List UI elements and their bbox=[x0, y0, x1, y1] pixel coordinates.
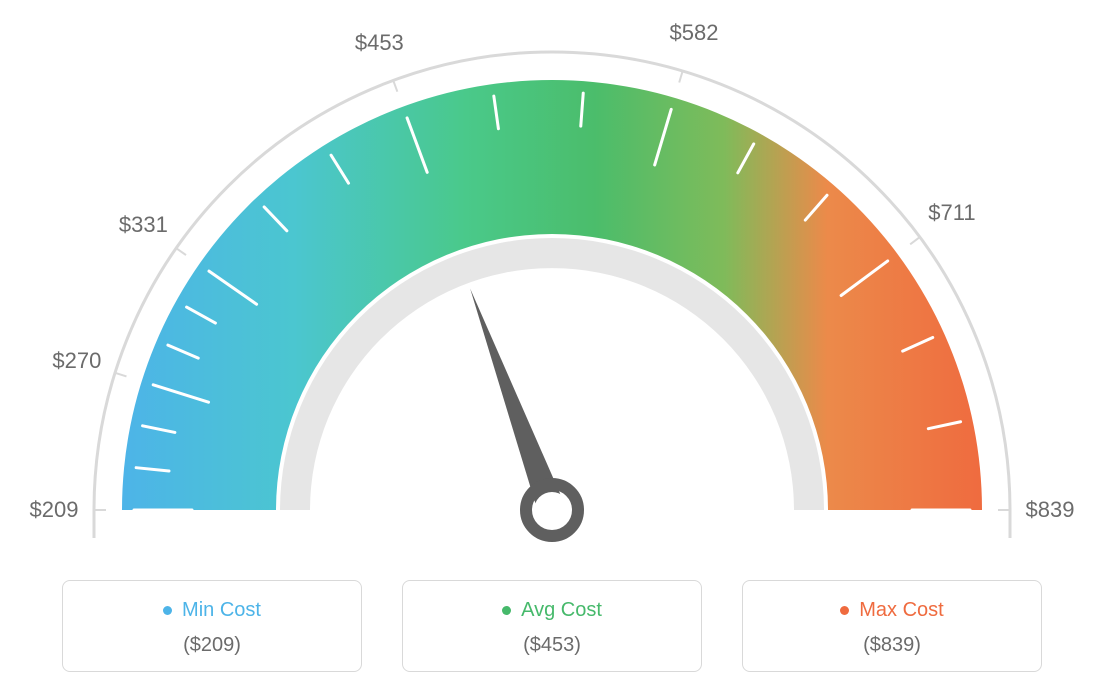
legend-value-avg: ($453) bbox=[413, 634, 691, 657]
gauge-tick-label: $711 bbox=[928, 200, 975, 226]
outer-tick bbox=[176, 248, 186, 255]
legend-title-max-text: Max Cost bbox=[859, 599, 943, 622]
legend-value-max: ($839) bbox=[753, 634, 1031, 657]
gauge-svg bbox=[0, 0, 1104, 560]
legend-dot-avg bbox=[502, 606, 511, 615]
needle-hub-inner bbox=[534, 492, 570, 528]
legend-title-avg: Avg Cost bbox=[502, 599, 602, 622]
legend-card-avg: Avg Cost ($453) bbox=[402, 580, 702, 672]
gauge-tick-label: $209 bbox=[30, 497, 79, 523]
gauge-band bbox=[122, 80, 982, 510]
gauge-tick-label: $453 bbox=[355, 30, 404, 56]
legend-dot-max bbox=[840, 606, 849, 615]
gauge-tick-label: $331 bbox=[119, 212, 168, 238]
legend-title-avg-text: Avg Cost bbox=[521, 599, 602, 622]
gauge-container: $209 $270 $331 $453 $582 $711 $839 bbox=[0, 0, 1104, 560]
legend-row: Min Cost ($209) Avg Cost ($453) Max Cost… bbox=[0, 580, 1104, 672]
legend-dot-min bbox=[163, 606, 172, 615]
outer-tick bbox=[393, 80, 397, 91]
legend-title-min: Min Cost bbox=[163, 599, 261, 622]
legend-title-max: Max Cost bbox=[840, 599, 943, 622]
legend-card-min: Min Cost ($209) bbox=[62, 580, 362, 672]
legend-title-min-text: Min Cost bbox=[182, 599, 261, 622]
outer-tick bbox=[679, 71, 682, 83]
legend-card-max: Max Cost ($839) bbox=[742, 580, 1042, 672]
gauge-tick-label: $839 bbox=[1026, 497, 1075, 523]
gauge-tick-label: $270 bbox=[52, 348, 101, 374]
legend-value-min: ($209) bbox=[73, 634, 351, 657]
gauge-tick-label: $582 bbox=[670, 20, 719, 46]
outer-tick bbox=[115, 373, 126, 377]
outer-tick bbox=[910, 237, 920, 244]
